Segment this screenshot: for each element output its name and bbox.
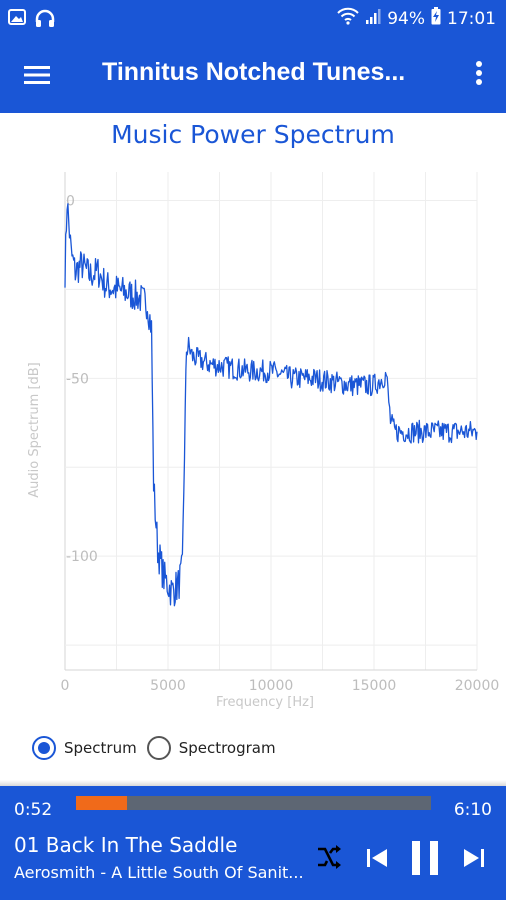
song-title: 01 Back In The Saddle — [14, 833, 238, 857]
battery-percent: 94% — [387, 8, 425, 29]
artist-album: Aerosmith - A Little South Of Sanit... — [14, 863, 304, 882]
shuffle-icon[interactable] — [316, 844, 342, 875]
spectrogram-radio-label: Spectrogram — [178, 739, 276, 757]
more-vertical-icon[interactable] — [470, 58, 488, 92]
x-tick-label: 0 — [61, 678, 70, 694]
x-tick-label: 10000 — [249, 678, 294, 694]
app-title: Tinnitus Notched Tunes... — [102, 58, 406, 86]
chart-title: Music Power Spectrum — [111, 120, 395, 149]
y-tick-labels: 0 -50 -100 — [66, 193, 98, 565]
x-axis-label: Frequency [Hz] — [216, 695, 314, 710]
app-bar: Tinnitus Notched Tunes... — [0, 36, 506, 113]
y-axis-label: Audio Spectrum [dB] — [27, 362, 42, 498]
pause-icon[interactable] — [410, 839, 440, 882]
y-tick-label: -100 — [66, 549, 98, 565]
seek-bar[interactable] — [76, 796, 431, 810]
view-mode-selector: Spectrum Spectrogram — [32, 736, 286, 760]
spectrum-chart: 0 5000 10000 15000 20000 0 -50 -100 Frequency … — [27, 172, 500, 710]
y-tick-label: -50 — [66, 371, 89, 387]
seek-bar-progress — [76, 796, 128, 810]
battery-charging-icon — [431, 7, 441, 30]
x-tick-labels: 0 5000 10000 15000 20000 — [61, 678, 500, 694]
clock: 17:01 — [447, 8, 496, 29]
spectrum-line — [64, 203, 478, 607]
x-tick-label: 20000 — [455, 678, 500, 694]
current-time: 0:52 — [14, 800, 53, 820]
radio-unselected-icon — [146, 736, 171, 760]
chart-series — [64, 203, 478, 607]
radio-selected-icon — [32, 736, 56, 760]
hamburger-menu-icon[interactable] — [22, 60, 52, 90]
wifi-icon — [337, 7, 359, 30]
spectrum-radio-label: Spectrum — [64, 739, 137, 757]
x-tick-label: 15000 — [352, 678, 397, 694]
skip-next-icon[interactable] — [463, 847, 485, 874]
image-icon — [8, 8, 26, 33]
spectrogram-radio[interactable]: Spectrogram — [146, 736, 276, 760]
skip-previous-icon[interactable] — [366, 847, 388, 874]
chart-grid — [64, 172, 478, 671]
headphones-icon — [34, 8, 56, 33]
media-player: 0:52 6:10 01 Back In The Saddle Aerosmit… — [0, 780, 506, 900]
status-bar: 94% 17:01 — [0, 0, 506, 36]
spectrum-radio[interactable]: Spectrum — [32, 736, 137, 760]
player-shadow — [0, 780, 506, 786]
signal-icon — [365, 7, 381, 30]
y-tick-label: 0 — [66, 193, 75, 209]
x-tick-label: 5000 — [150, 678, 186, 694]
total-time: 6:10 — [453, 800, 492, 820]
